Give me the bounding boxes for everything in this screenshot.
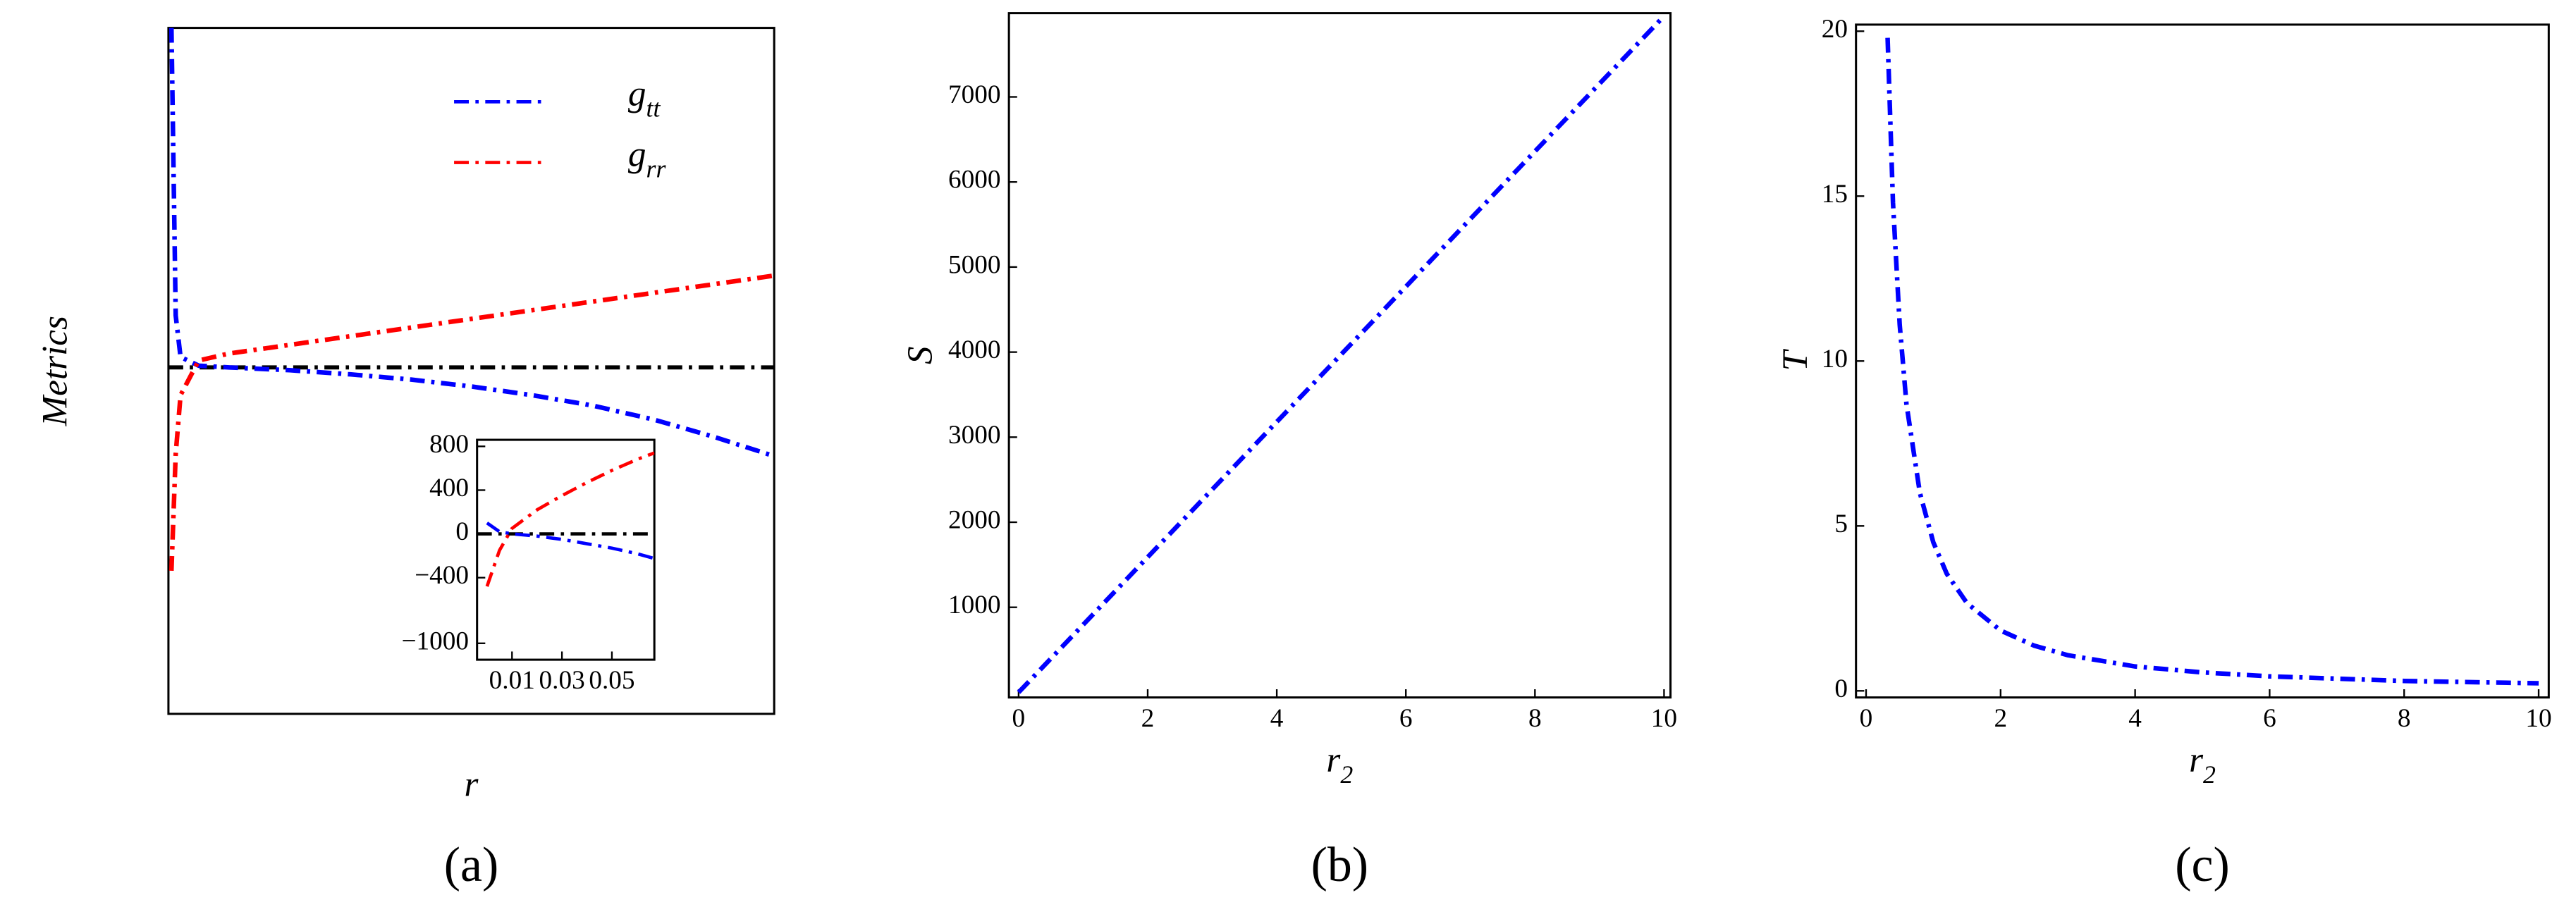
x-tick-label: 0.03 [539, 666, 585, 695]
plot-frame [167, 27, 775, 715]
panel-label: (c) [2175, 838, 2230, 892]
x-axis-label: r2 [2189, 740, 2216, 789]
y-tick-label: 0 [455, 517, 469, 546]
x-tick-label: 10 [2525, 704, 2551, 733]
y-tick-label: 6000 [948, 166, 1001, 195]
y-tick-label: 0 [1834, 674, 1848, 703]
x-tick-label: 2 [1141, 704, 1155, 733]
series-line [485, 451, 655, 587]
y-axis-label: S [900, 346, 940, 364]
x-axis-label: r [465, 764, 479, 804]
series-line [168, 27, 775, 459]
y-tick-label: 10 [1822, 345, 1848, 374]
plot-frame [1007, 12, 1672, 699]
x-axis-label-main: r [2189, 740, 2204, 780]
x-tick-label: 4 [1270, 704, 1284, 733]
y-tick-label: 15 [1822, 180, 1848, 209]
legend-label-sub: rr [646, 155, 667, 183]
y-tick-label: 20 [1822, 15, 1848, 44]
y-tick-label: 7000 [948, 80, 1001, 109]
y-tick-label: 5 [1834, 510, 1848, 538]
y-axis-label: Metrics [35, 316, 75, 426]
y-tick-label: 4000 [948, 335, 1001, 364]
x-tick-label: 0 [1860, 704, 1873, 733]
x-tick-label: 8 [1528, 704, 1542, 733]
series-line [1017, 14, 1666, 694]
y-axis-label: T [1775, 349, 1815, 371]
legend-label-sub: tt [646, 94, 661, 123]
series-line [168, 273, 775, 572]
x-tick-label: 4 [2128, 704, 2142, 733]
x-tick-label: 6 [2263, 704, 2276, 733]
y-tick-label: 400 [429, 474, 469, 502]
y-tick-label: 1000 [948, 591, 1001, 619]
y-tick-label: −1000 [402, 627, 470, 655]
x-axis-label-sub: 2 [2203, 760, 2216, 789]
legend-label-main: g [628, 73, 646, 113]
x-tick-label: 10 [1651, 704, 1677, 733]
plot-frame [476, 438, 656, 661]
x-tick-label: 2 [1994, 704, 2007, 733]
legend-label: gtt [628, 73, 661, 122]
x-tick-label: 8 [2398, 704, 2411, 733]
x-tick-label: 0.01 [489, 666, 535, 695]
x-axis-label-main: r [465, 764, 479, 804]
panel-label: (b) [1311, 838, 1368, 892]
x-axis-label-main: r [1326, 740, 1341, 780]
y-tick-label: 800 [429, 430, 469, 459]
x-axis-label-sub: 2 [1340, 760, 1353, 789]
y-tick-label: 2000 [948, 506, 1001, 535]
x-tick-label: 6 [1399, 704, 1413, 733]
y-tick-label: 5000 [948, 250, 1001, 279]
x-axis-label: r2 [1326, 740, 1353, 789]
legend-label-main: g [628, 134, 646, 174]
y-tick-label: 3000 [948, 421, 1001, 450]
y-tick-label: −400 [415, 561, 469, 590]
x-tick-label: 0 [1012, 704, 1026, 733]
panel-label: (a) [444, 838, 499, 892]
x-tick-label: 0.05 [589, 666, 634, 695]
series-line [1885, 37, 2539, 686]
legend-label: grr [628, 134, 667, 183]
